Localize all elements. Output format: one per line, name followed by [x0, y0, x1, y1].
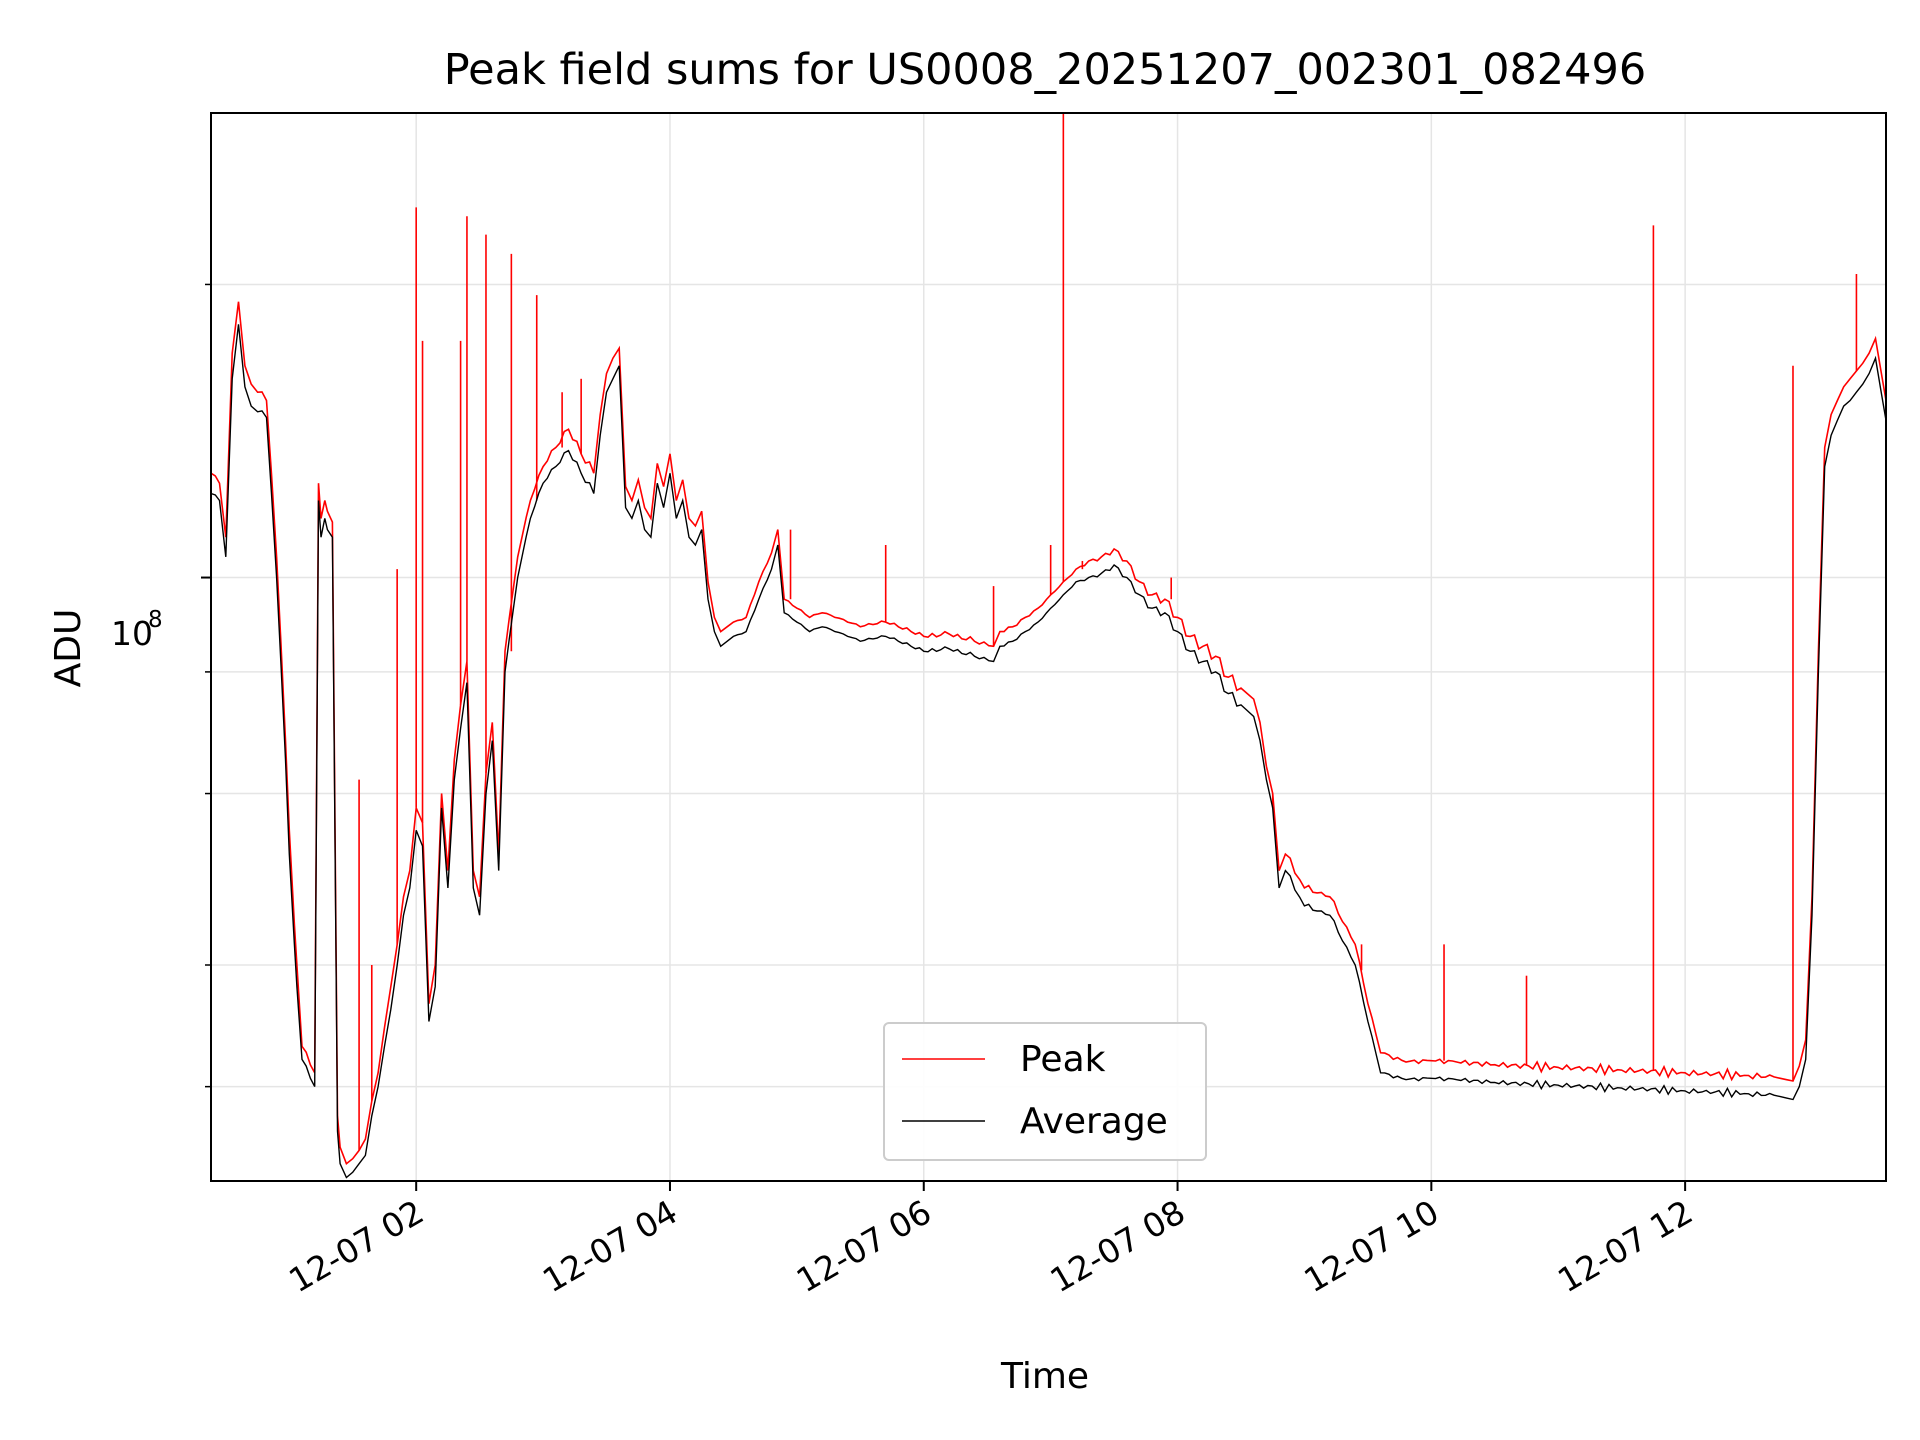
- y-axis-tick-label: 10 8: [111, 607, 163, 653]
- y-tick-label-base: 10: [111, 614, 153, 653]
- legend-box: [883, 1022, 1207, 1161]
- x-axis-label: Time: [1000, 1356, 1089, 1397]
- legend: Peak Average: [883, 1022, 1207, 1161]
- series-group: [211, 113, 1886, 1179]
- plot-frame: [210, 112, 1887, 1182]
- y-tick-label-exponent: 8: [148, 607, 163, 633]
- grid: [211, 113, 1886, 1181]
- y-axis-label: ADU: [48, 609, 89, 688]
- series-line-average: [211, 324, 1886, 1179]
- legend-average-label: Average: [1020, 1101, 1168, 1142]
- legend-peak-label: Peak: [1020, 1039, 1106, 1080]
- chart-title: Peak field sums for US0008_20251207_0023…: [444, 45, 1647, 95]
